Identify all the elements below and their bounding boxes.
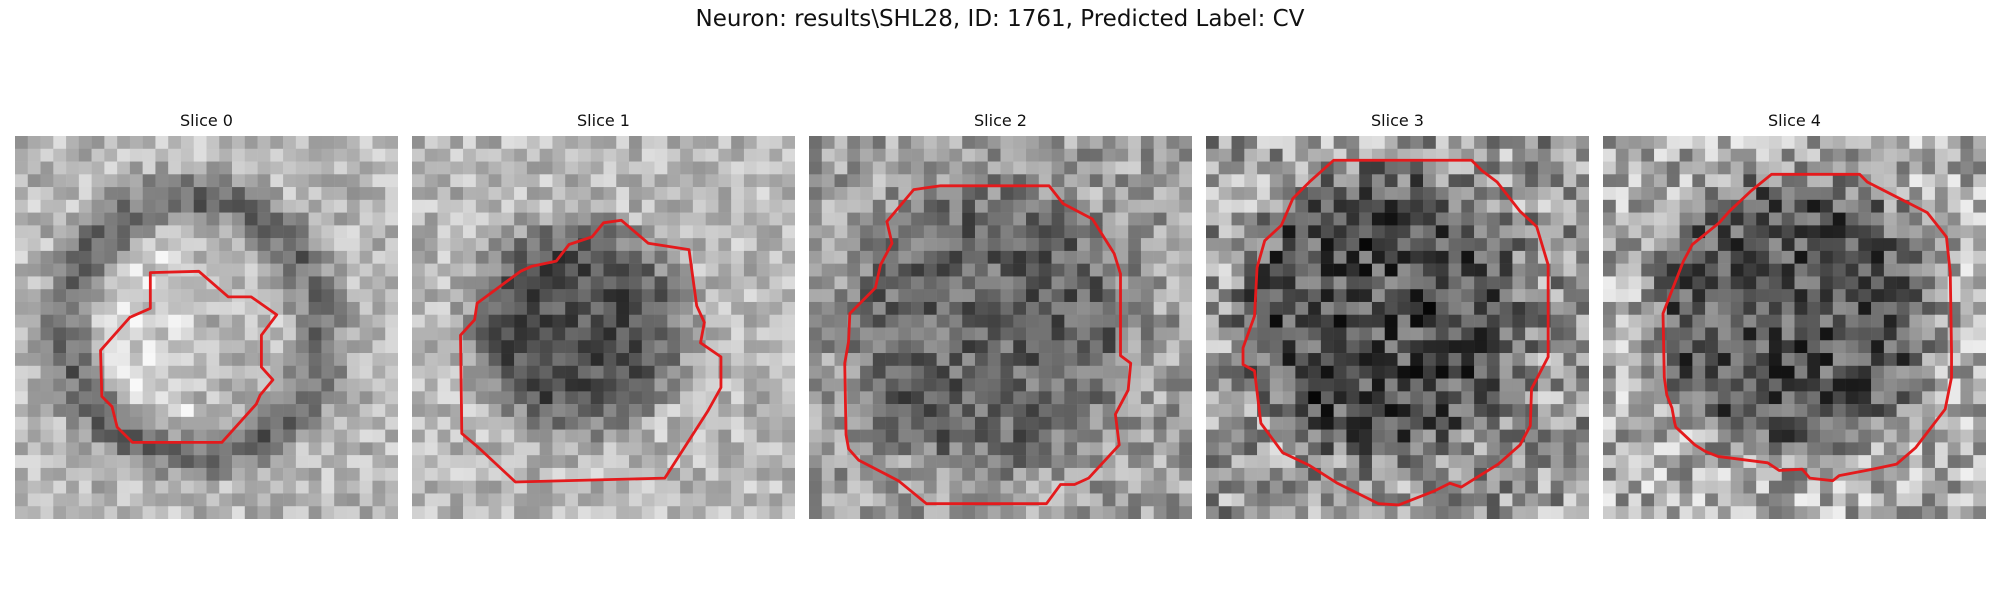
- slice-panel-0: Slice 0: [15, 110, 398, 519]
- segmentation-contour-0: [99, 269, 279, 444]
- slice-panel-2: Slice 2: [809, 110, 1192, 519]
- segmentation-contour-4: [1661, 172, 1953, 483]
- slice-image-2: [809, 136, 1192, 519]
- slice-title-0: Slice 0: [180, 111, 233, 130]
- slice-panel-4: Slice 4: [1603, 110, 1986, 519]
- slice-image-0: [15, 136, 398, 519]
- slice-panel-3: Slice 3: [1206, 110, 1589, 519]
- segmentation-contour-2: [843, 184, 1133, 506]
- segmentation-contour-3: [1241, 158, 1550, 507]
- slice-image-4: [1603, 136, 1986, 519]
- slice-panel-1: Slice 1: [412, 110, 795, 519]
- slice-title-2: Slice 2: [974, 111, 1027, 130]
- slice-image-3: [1206, 136, 1589, 519]
- slice-title-3: Slice 3: [1371, 111, 1424, 130]
- figure-title: Neuron: results\SHL28, ID: 1761, Predict…: [695, 6, 1305, 32]
- segmentation-contour-1: [459, 218, 723, 484]
- slice-image-1: [412, 136, 795, 519]
- slice-title-4: Slice 4: [1768, 111, 1821, 130]
- slice-title-1: Slice 1: [577, 111, 630, 130]
